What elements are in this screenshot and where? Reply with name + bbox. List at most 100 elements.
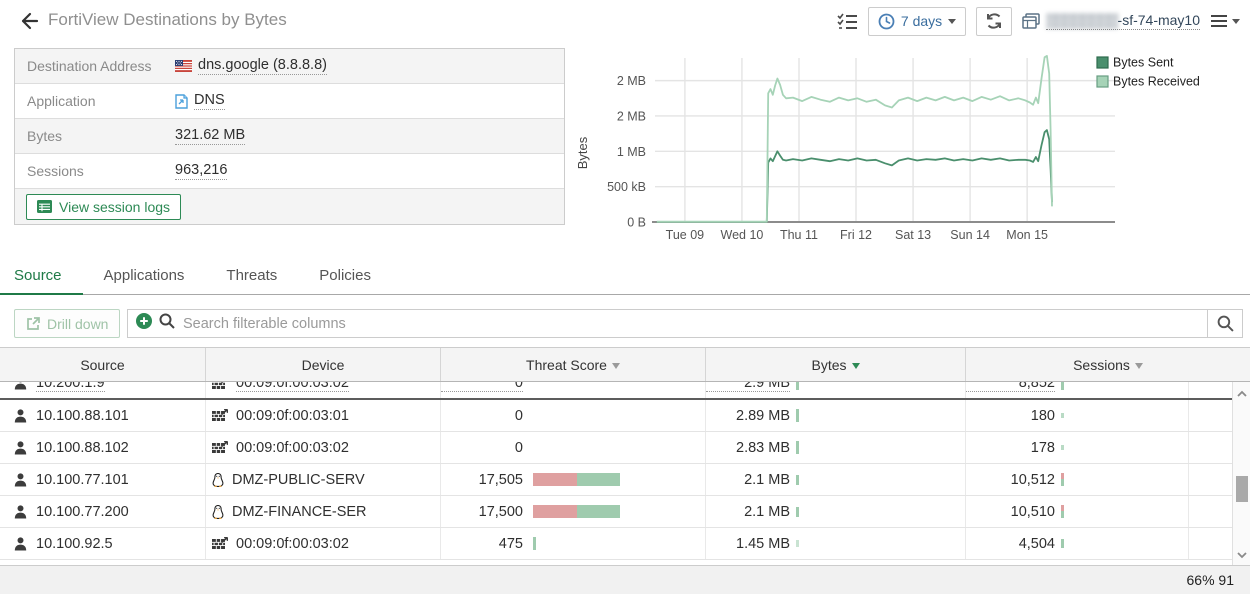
sessions-cell[interactable]: 4,504 xyxy=(966,528,1189,559)
column-header-device[interactable]: Device xyxy=(206,348,441,381)
table-row[interactable]: 10.100.88.102 00:09:0f:00:03:02 0 2.83 MB 17… xyxy=(0,432,1232,464)
table-row[interactable]: 10.200.1.9 00:09:0f:00:03:02 0 2.9 MB 8,852 xyxy=(0,382,1232,400)
source-cell[interactable]: 10.200.1.9 xyxy=(0,382,206,398)
bytes-value: 2.83 MB xyxy=(736,439,790,456)
threat-score-cell[interactable]: 0 xyxy=(441,382,706,398)
threat-score-cell[interactable]: 17,505 xyxy=(441,464,706,495)
bytes-cell[interactable]: 2.89 MB xyxy=(706,400,966,431)
svg-text:Sat 13: Sat 13 xyxy=(895,228,931,242)
add-filter-button[interactable] xyxy=(136,313,152,334)
destination-address-value[interactable]: dns.google (8.8.8.8) xyxy=(198,57,327,75)
search-submit-button[interactable] xyxy=(1207,310,1242,337)
bytes-cell[interactable]: 1.45 MB xyxy=(706,528,966,559)
refresh-button[interactable] xyxy=(976,6,1013,36)
device-cell[interactable]: 00:09:0f:00:03:02 xyxy=(206,382,441,398)
sessions-mini-bar xyxy=(1061,445,1064,450)
row-gutter xyxy=(1189,400,1232,431)
threat-score-cell[interactable]: 0 xyxy=(441,432,706,463)
chevron-down-icon xyxy=(948,18,957,24)
summary-label: Application xyxy=(27,93,96,109)
tab-source[interactable]: Source xyxy=(0,258,83,296)
source-cell[interactable]: 10.100.77.200 xyxy=(0,496,206,527)
firewall-device-icon xyxy=(212,382,225,389)
view-session-logs-button[interactable]: View session logs xyxy=(26,193,182,220)
device-cell[interactable]: 00:09:0f:00:03:02 xyxy=(206,528,441,559)
back-arrow-icon xyxy=(21,12,39,30)
hostname-obscured: ▒▒▒▒▒▒▒▒ xyxy=(1046,12,1118,28)
chevron-down-icon xyxy=(1232,18,1240,24)
sessions-mini-bar xyxy=(1061,473,1064,486)
device-cell[interactable]: 00:09:0f:00:03:02 xyxy=(206,432,441,463)
sessions-cell[interactable]: 10,510 xyxy=(966,496,1189,527)
source-cell[interactable]: 10.100.88.101 xyxy=(0,400,206,431)
source-cell[interactable]: 10.100.92.5 xyxy=(0,528,206,559)
threat-score-value: 0 xyxy=(514,439,523,456)
column-header-source[interactable]: Source xyxy=(0,348,206,381)
device-cell[interactable]: DMZ-PUBLIC-SERV xyxy=(206,464,441,495)
threat-score-cell[interactable]: 475 xyxy=(441,528,706,559)
table-scrollbar[interactable] xyxy=(1232,382,1250,565)
bytes-value[interactable]: 321.62 MB xyxy=(175,127,246,145)
svg-text:Tue 09: Tue 09 xyxy=(666,228,705,242)
summary-row-application: Application DNS xyxy=(15,84,564,119)
svg-text:500 kB: 500 kB xyxy=(607,180,646,194)
device-cell[interactable]: 00:09:0f:00:03:01 xyxy=(206,400,441,431)
source-ip: 10.100.77.200 xyxy=(36,503,129,520)
table-row[interactable]: 10.100.77.200 DMZ-FINANCE-SER 17,500 2.1 MB… xyxy=(0,496,1232,528)
application-value[interactable]: DNS xyxy=(194,92,225,110)
search-input[interactable] xyxy=(175,315,1207,332)
device-name: 00:09:0f:00:03:02 xyxy=(236,382,349,392)
bytes-cell[interactable]: 2.9 MB xyxy=(706,382,966,398)
sessions-mini-bar xyxy=(1061,382,1064,390)
back-button[interactable] xyxy=(16,9,40,33)
threat-score-bar xyxy=(533,505,620,518)
stacked-windows-icon xyxy=(1022,12,1040,29)
source-cell[interactable]: 10.100.77.101 xyxy=(0,464,206,495)
tab-threats[interactable]: Threats xyxy=(226,267,278,284)
svg-text:Bytes Received: Bytes Received xyxy=(1113,75,1200,89)
scrollbar-thumb[interactable] xyxy=(1236,476,1248,502)
sessions-value: 178 xyxy=(1030,439,1055,456)
table-icon xyxy=(37,200,52,213)
column-header-bytes[interactable]: Bytes xyxy=(706,348,966,381)
row-gutter xyxy=(1189,432,1232,463)
sessions-cell[interactable]: 10,512 xyxy=(966,464,1189,495)
sessions-cell[interactable]: 180 xyxy=(966,400,1189,431)
header-actions: 7 days ▒▒▒▒▒▒▒▒-sf-74-may10 xyxy=(837,0,1240,42)
tab-applications[interactable]: Applications xyxy=(103,267,185,284)
summary-row-sessions: Sessions 963,216 xyxy=(15,154,564,189)
sessions-cell[interactable]: 8,852 xyxy=(966,382,1189,398)
svg-text:Bytes: Bytes xyxy=(575,136,590,169)
column-settings-button[interactable] xyxy=(837,12,858,31)
time-range-dropdown[interactable]: 7 days xyxy=(867,6,967,36)
svg-text:Thu 11: Thu 11 xyxy=(780,228,818,242)
person-icon xyxy=(14,408,27,422)
main-menu-button[interactable] xyxy=(1210,14,1240,28)
table-row[interactable]: 10.100.92.5 00:09:0f:00:03:02 475 1.45 MB 4,… xyxy=(0,528,1232,560)
threat-score-cell[interactable]: 17,500 xyxy=(441,496,706,527)
scroll-down-button[interactable] xyxy=(1236,548,1248,560)
bytes-cell[interactable]: 2.1 MB xyxy=(706,464,966,495)
bytes-cell[interactable]: 2.1 MB xyxy=(706,496,966,527)
sessions-value[interactable]: 963,216 xyxy=(175,162,228,180)
threat-score-cell[interactable]: 0 xyxy=(441,400,706,431)
scroll-up-button[interactable] xyxy=(1236,387,1248,399)
table-row[interactable]: 10.100.88.101 00:09:0f:00:03:01 0 2.89 MB 18… xyxy=(0,400,1232,432)
bytes-mini-bar xyxy=(796,409,799,422)
threat-score-bar xyxy=(533,537,536,550)
column-header-sessions[interactable]: Sessions xyxy=(966,348,1250,381)
time-range-value: 7 days xyxy=(900,13,943,29)
status-bar: 66% 91 xyxy=(0,565,1250,594)
table-header: Source Device Threat Score Bytes Session… xyxy=(0,348,1250,382)
tab-policies[interactable]: Policies xyxy=(319,267,371,284)
device-hostname[interactable]: ▒▒▒▒▒▒▒▒-sf-74-may10 xyxy=(1022,12,1200,30)
table-row[interactable]: 10.100.77.101 DMZ-PUBLIC-SERV 17,505 2.1 MB… xyxy=(0,464,1232,496)
sessions-cell[interactable]: 178 xyxy=(966,432,1189,463)
summary-label: Sessions xyxy=(27,163,84,179)
source-ip: 10.100.77.101 xyxy=(36,471,129,488)
column-header-threat-score[interactable]: Threat Score xyxy=(441,348,706,381)
bytes-cell[interactable]: 2.83 MB xyxy=(706,432,966,463)
source-cell[interactable]: 10.100.88.102 xyxy=(0,432,206,463)
device-cell[interactable]: DMZ-FINANCE-SER xyxy=(206,496,441,527)
drill-down-button[interactable]: Drill down xyxy=(14,309,121,338)
